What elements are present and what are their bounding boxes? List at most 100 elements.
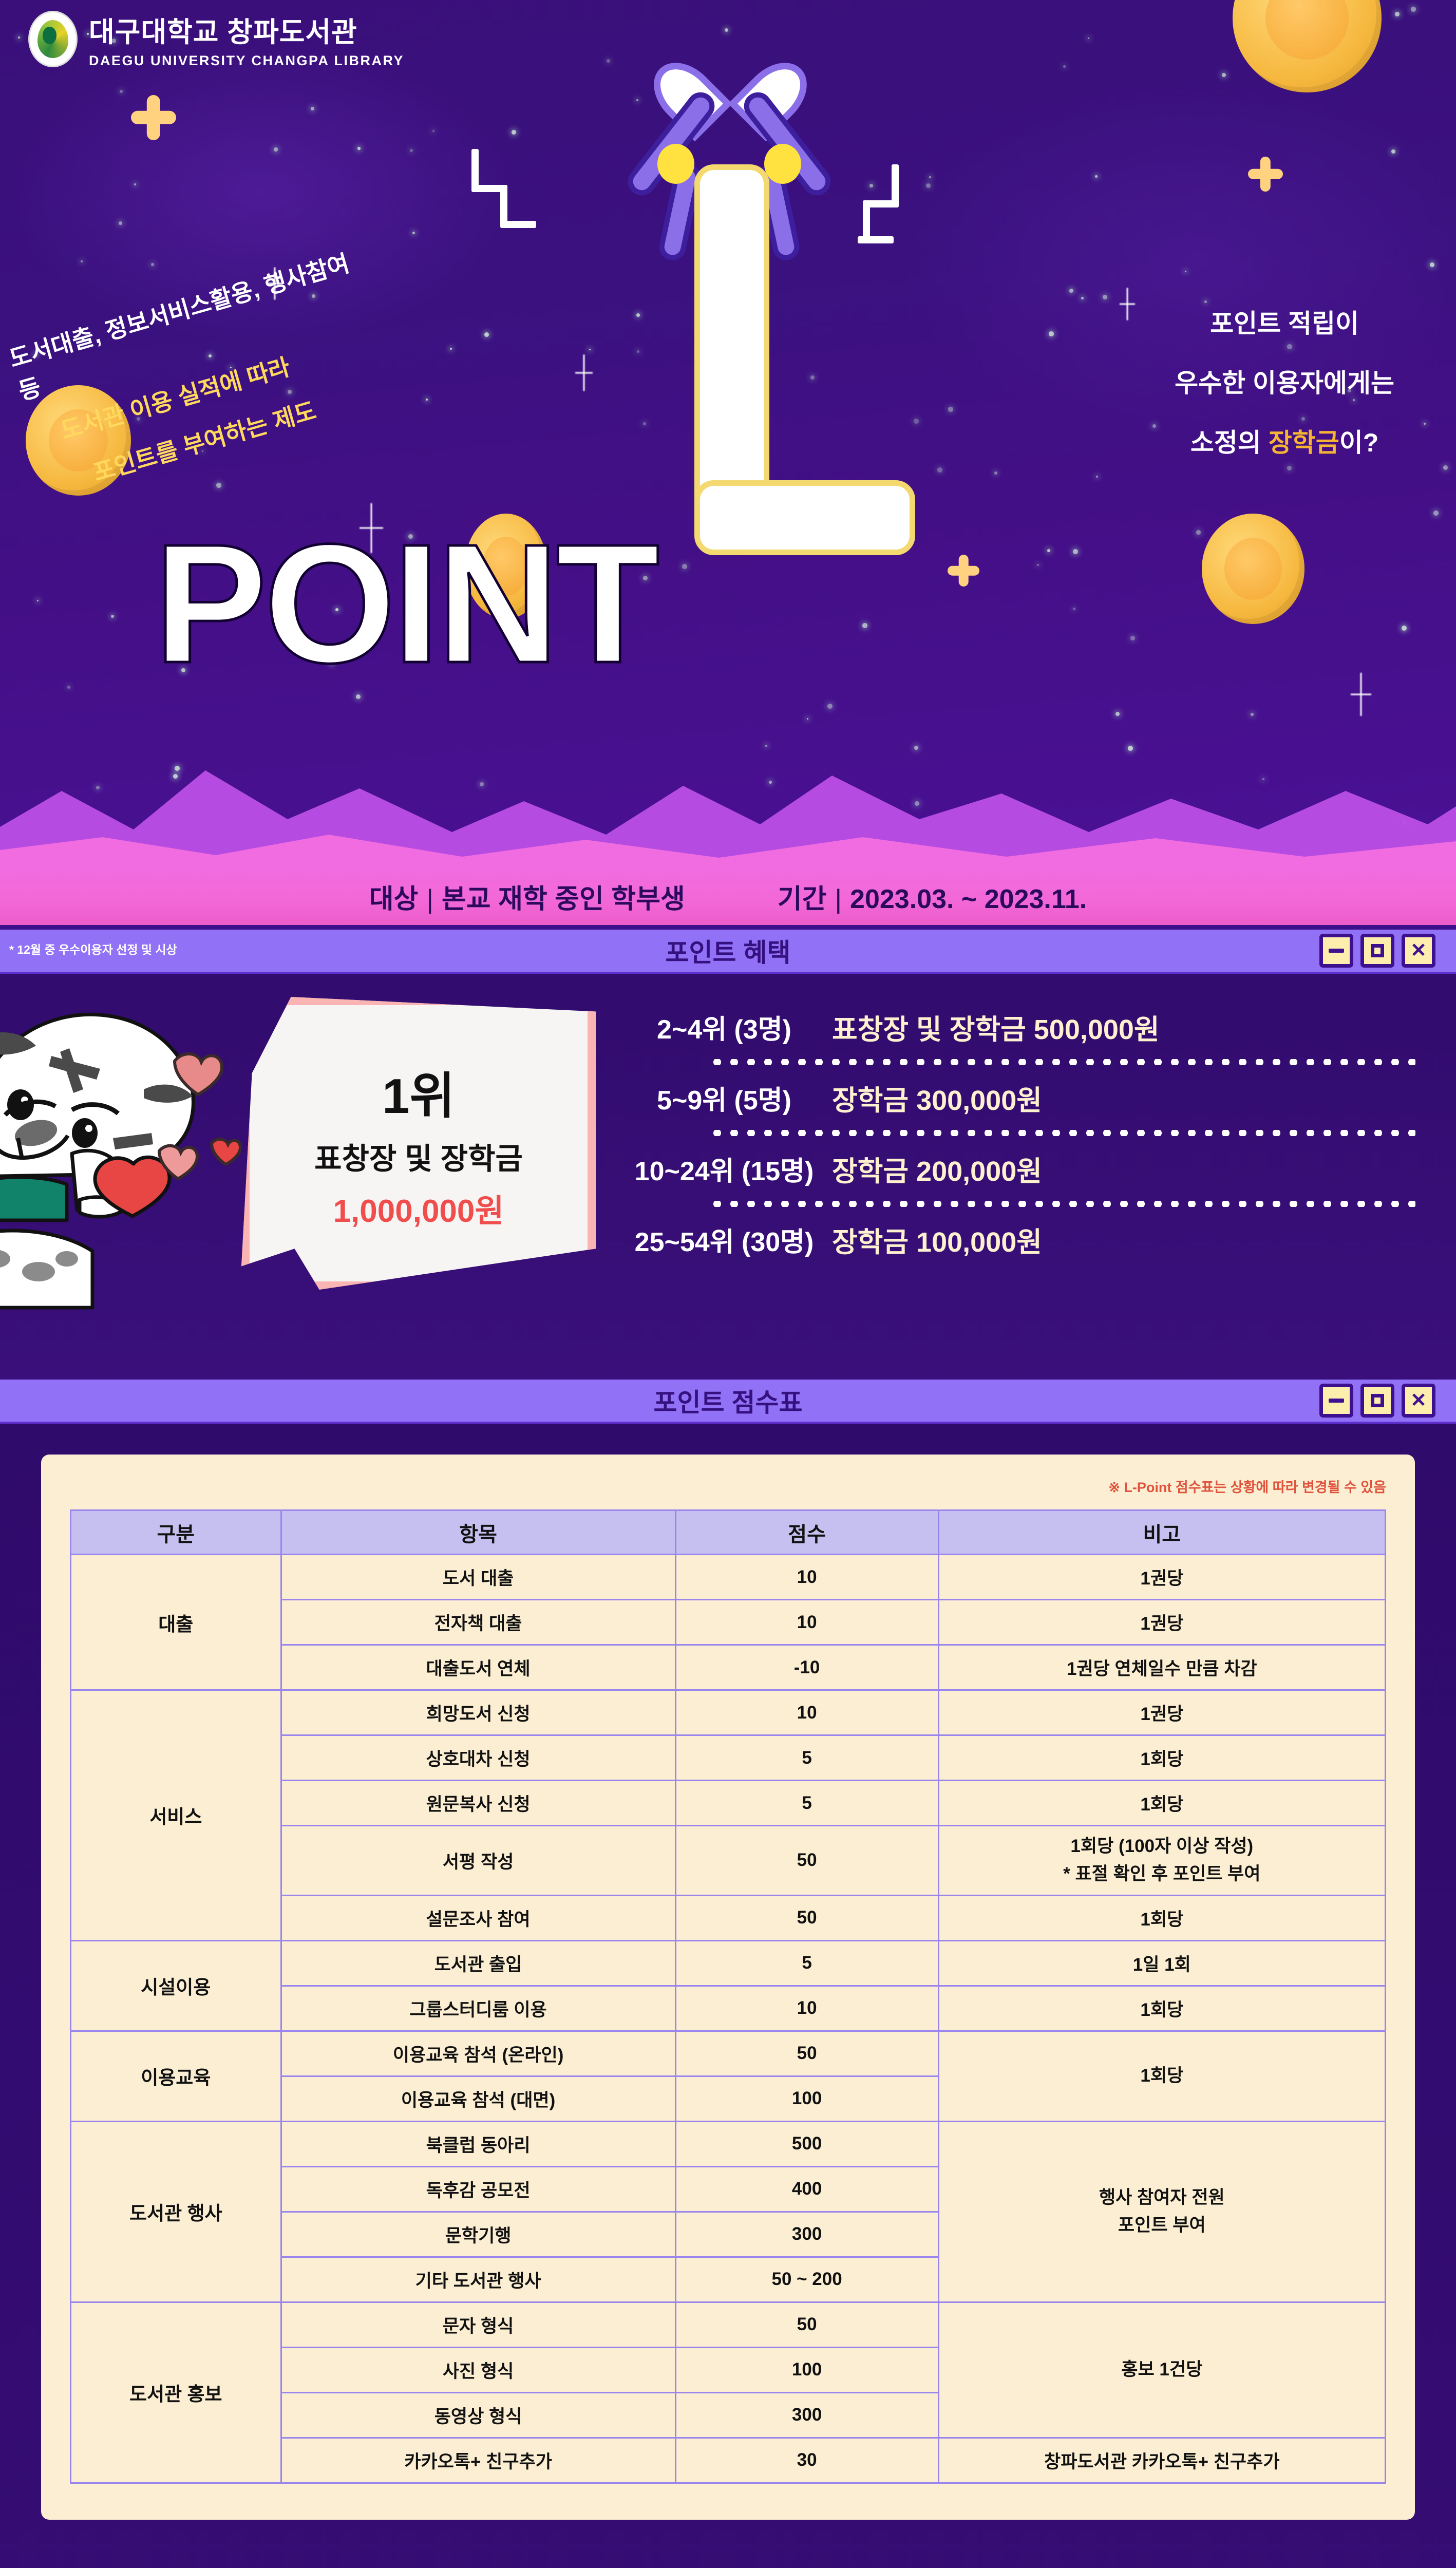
remark-cell: 1일 1회	[937, 1939, 1387, 1987]
item-cell: 사진 형식	[280, 2346, 676, 2393]
group-label: 도서관 행사	[70, 2120, 282, 2303]
target-info: 대상 | 본교 재학 중인 학부생	[369, 884, 685, 914]
table-row: 그룹스터디룸 이용 10 1회당	[71, 1985, 1387, 2032]
first-place-rank: 1위	[382, 1068, 455, 1124]
table-row: 상호대차 신청 5 1회당	[71, 1734, 1387, 1781]
table-row: 서평 작성 50 1회당 (100자 이상 작성) * 표절 확인 후 포인트 부여	[71, 1825, 1387, 1896]
sparkle-icon	[1120, 288, 1135, 320]
table-row: 서비스 희망도서 신청 10 1권당	[70, 1689, 1387, 1941]
item-cell: 대출도서 연체	[280, 1644, 676, 1691]
item-cell: 전자책 대출	[280, 1599, 676, 1646]
star-dot	[1430, 262, 1435, 268]
star-dot	[410, 149, 413, 152]
score-cell: 5	[674, 1780, 939, 1826]
rank-label: 25~54위 (30명)	[634, 1227, 814, 1257]
rank-list: 2~4위 (3명) 표창장 및 장학금 500,000원 5~9위 (5명) 장학금 …	[616, 994, 1428, 1272]
coin-icon	[1233, 0, 1382, 92]
benefits-title: 포인트 혜택	[665, 938, 791, 967]
rank-label: 2~4위 (3명)	[657, 1014, 791, 1045]
star-dot	[1424, 423, 1426, 425]
score-cell: 5	[674, 1734, 939, 1781]
spark-zigzag-icon	[858, 164, 899, 267]
minimize-button[interactable]	[1319, 1384, 1353, 1418]
remark-cell: 1권당	[937, 1689, 1387, 1736]
dotted-divider	[709, 1059, 1415, 1065]
remark-cell: 1회당	[937, 1985, 1387, 2032]
star-dot	[862, 623, 867, 628]
remark-cell: 1회당	[937, 1734, 1387, 1781]
minimize-button[interactable]	[1319, 934, 1353, 968]
star-dot	[1196, 530, 1201, 535]
coin-icon	[465, 514, 547, 619]
item-cell: 동영상 형식	[280, 2391, 676, 2439]
table-row: 문학기행 300	[71, 2211, 1386, 2258]
group-label: 시설이용	[70, 1939, 282, 2032]
star-dot	[1287, 466, 1292, 470]
close-button[interactable]: ✕	[1402, 934, 1435, 968]
star-dot	[827, 704, 833, 709]
item-cell: 카카오톡+ 친구추가	[280, 2437, 676, 2484]
brand-name-kr: 대구대학교 창파도서관	[89, 17, 357, 48]
star-dot	[1443, 465, 1448, 470]
period-info: 기간 | 2023.03. ~ 2023.11.	[777, 884, 1087, 914]
score-cell: 300	[674, 2391, 939, 2439]
star-dot	[1096, 476, 1098, 478]
plus-icon	[131, 95, 176, 140]
score-cell: 50 ~ 200	[674, 2256, 939, 2303]
star-dot	[810, 375, 815, 380]
table-column-header: 구분	[70, 1509, 282, 1555]
star-dot	[274, 147, 278, 152]
rank-label: 10~24위 (15명)	[634, 1156, 814, 1186]
score-cell: 400	[674, 2165, 939, 2213]
table-row: 카카오톡+ 친구추가 30 창파도서관 카카오톡+ 친구추가	[71, 2437, 1387, 2484]
score-section-header: 포인트 점수표 ✕	[0, 1380, 1456, 1424]
star-dot	[937, 467, 942, 473]
rank-prize: 장학금 100,000원	[832, 1226, 1042, 1258]
star-dot	[1047, 549, 1050, 552]
score-title: 포인트 점수표	[653, 1388, 803, 1417]
score-table-card: ※ L-Point 점수표는 상황에 따라 변경될 수 있음 구분 항목 점수 비고 …	[41, 1455, 1415, 2520]
star-dot	[1069, 289, 1074, 293]
star-dot	[111, 615, 115, 618]
score-cell: 50	[674, 1825, 939, 1896]
score-table-section: ※ L-Point 점수표는 상황에 따라 변경될 수 있음 구분 항목 점수 비고 …	[0, 1424, 1456, 2568]
star-dot	[914, 419, 919, 424]
score-cell: -10	[674, 1644, 939, 1691]
star-dot	[1073, 549, 1078, 554]
star-dot	[1049, 331, 1054, 336]
item-cell: 희망도서 신청	[280, 1689, 676, 1736]
first-place-amount: 1,000,000원	[333, 1193, 504, 1229]
item-cell: 북클럽 동아리	[280, 2120, 676, 2167]
star-dot	[512, 130, 516, 135]
item-cell: 독후감 공모전	[280, 2165, 676, 2213]
group-label: 도서관 홍보	[70, 2301, 282, 2484]
score-cell: 50	[674, 2030, 939, 2077]
close-button[interactable]: ✕	[1402, 1384, 1435, 1418]
benefits-body: 1위 표창장 및 장학금 1,000,000원 2~4위 (3명) 표창장 및 장…	[0, 974, 1456, 1380]
item-cell: 그룹스터디룸 이용	[280, 1985, 676, 2032]
spark-zigzag-icon	[471, 149, 536, 252]
maximize-button[interactable]	[1360, 934, 1394, 968]
rank-row: 5~9위 (5명) 장학금 300,000원	[616, 1065, 1428, 1130]
coin-icon	[26, 385, 131, 496]
star-dot	[81, 260, 83, 262]
remark-cell: 1권당	[937, 1599, 1387, 1646]
item-cell: 설문조사 참여	[280, 1894, 676, 1941]
star-dot	[1411, 7, 1416, 12]
score-cell: 10	[674, 1689, 939, 1736]
first-place-award: 표창장 및 장학금	[314, 1142, 523, 1176]
maximize-button[interactable]	[1360, 1384, 1394, 1418]
remark-cell: 1권당 연체일수 만큼 차감	[937, 1644, 1387, 1691]
rank-row: 10~24위 (15명) 장학금 200,000원	[616, 1136, 1428, 1201]
elbow-dot	[657, 144, 694, 184]
score-cell: 100	[674, 2075, 939, 2122]
score-cell: 10	[674, 1599, 939, 1646]
star-dot	[1103, 295, 1108, 300]
star-dot	[682, 564, 687, 569]
score-cell: 10	[674, 1985, 939, 2032]
tagline-right-line-3: 소정의 장학금이?	[1190, 428, 1379, 457]
score-cell: 10	[674, 1554, 939, 1600]
star-dot	[926, 183, 931, 188]
star-dot	[120, 90, 123, 93]
table-row: 동영상 형식 300	[71, 2391, 1386, 2439]
